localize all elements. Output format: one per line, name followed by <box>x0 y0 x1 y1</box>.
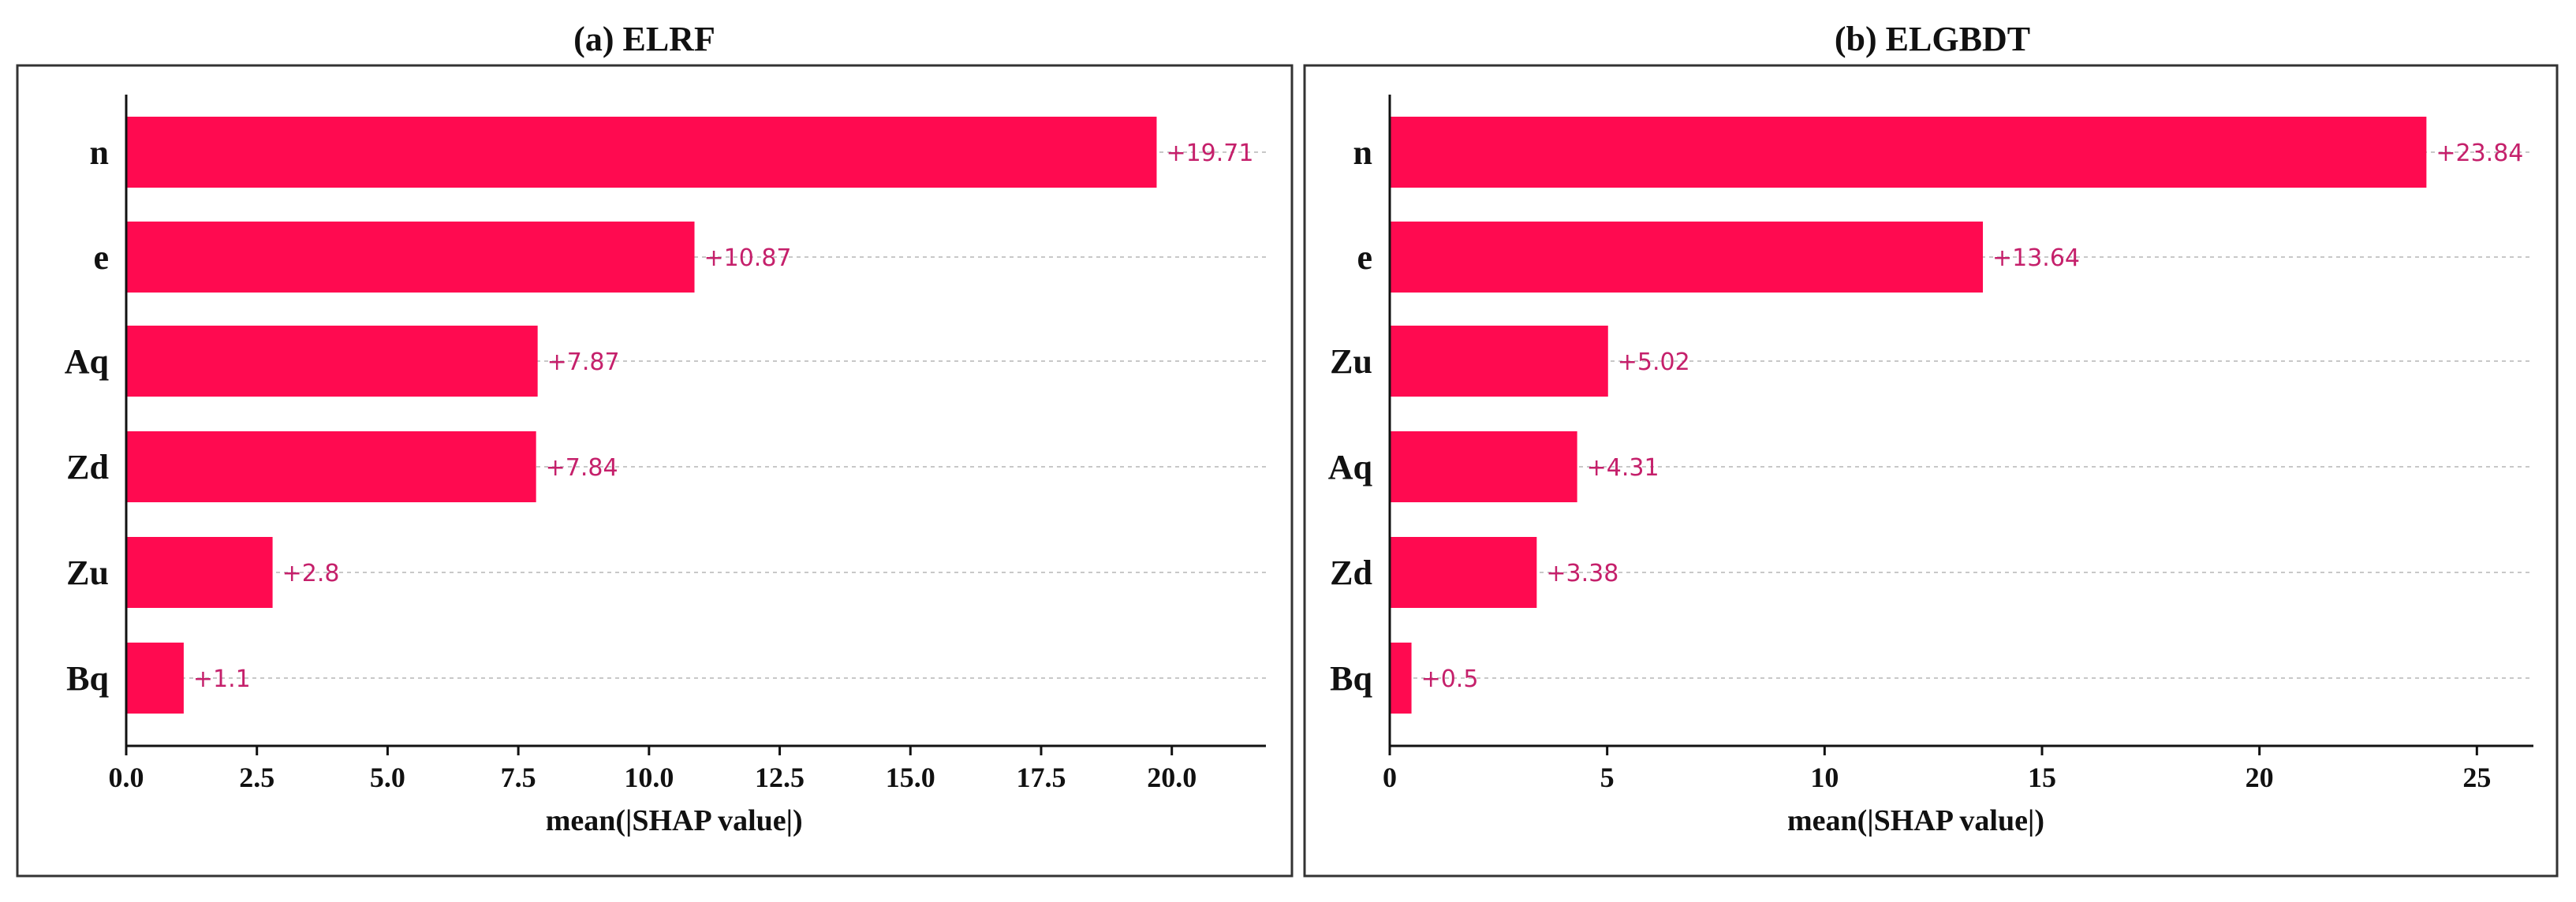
bar-Zd <box>126 431 536 502</box>
category-label: Zd <box>1330 554 1372 592</box>
category-label: Bq <box>66 659 109 698</box>
value-label: +4.31 <box>1587 454 1659 482</box>
panel-frame <box>16 64 1294 878</box>
x-tick-label: 15 <box>2028 762 2056 793</box>
chart-panel-0: (a) ELRF n +19.71 e +10.87 Aq +7.87 Zd +7.84 Zu +2… <box>16 20 1294 878</box>
x-tick-label: 5.0 <box>370 762 405 793</box>
bar-Aq <box>1390 431 1577 502</box>
value-label: +5.02 <box>1618 348 1690 376</box>
x-tick-label: 15.0 <box>886 762 935 793</box>
bar-Zu <box>126 537 273 608</box>
category-label: e <box>93 238 109 277</box>
value-label: +23.84 <box>2436 140 2523 167</box>
x-tick-label: 0.0 <box>109 762 144 793</box>
value-label: +2.8 <box>282 560 340 587</box>
value-label: +19.71 <box>1166 140 1253 167</box>
value-label: +13.64 <box>1992 244 2080 272</box>
value-label: +1.1 <box>193 665 251 693</box>
chart-panel-1: (b) ELGBDT n +23.84 e +13.64 Zu +5.02 Aq +4.31 Zd… <box>1303 20 2559 878</box>
value-label: +0.5 <box>1421 665 1479 693</box>
chart-title: (b) ELGBDT <box>1835 20 2030 58</box>
x-tick-label: 20 <box>2246 762 2274 793</box>
x-tick-label: 10.0 <box>624 762 674 793</box>
category-label: n <box>1353 133 1372 172</box>
bar-e <box>126 222 695 293</box>
value-label: +7.87 <box>547 348 620 376</box>
x-tick-label: 10 <box>1810 762 1839 793</box>
bar-Bq <box>126 643 184 714</box>
panel-frame <box>1303 64 2559 878</box>
bar-e <box>1390 222 1984 293</box>
value-label: +10.87 <box>704 244 792 272</box>
x-axis-label: mean(|SHAP value|) <box>1787 804 2044 837</box>
chart-title: (a) ELRF <box>573 20 715 58</box>
x-axis-label: mean(|SHAP value|) <box>546 804 803 837</box>
x-tick-label: 0 <box>1383 762 1397 793</box>
value-label: +7.84 <box>546 454 618 482</box>
x-tick-label: 2.5 <box>239 762 274 793</box>
category-label: Bq <box>1330 659 1372 698</box>
bar-n <box>1390 117 2427 188</box>
category-label: Aq <box>1328 448 1373 486</box>
bar-Zu <box>1390 326 1608 397</box>
bar-Zd <box>1390 537 1537 608</box>
x-tick-label: 20.0 <box>1147 762 1197 793</box>
x-tick-label: 25 <box>2462 762 2491 793</box>
category-label: Zd <box>66 448 109 486</box>
category-label: Zu <box>66 554 109 592</box>
category-label: e <box>1357 238 1372 277</box>
category-label: Zu <box>1330 342 1372 381</box>
category-label: n <box>90 133 109 172</box>
category-label: Aq <box>65 342 110 381</box>
x-tick-label: 12.5 <box>755 762 805 793</box>
x-tick-label: 7.5 <box>501 762 536 793</box>
bar-Bq <box>1390 643 1412 714</box>
bar-Aq <box>126 326 538 397</box>
bar-n <box>126 117 1157 188</box>
x-tick-label: 17.5 <box>1016 762 1066 793</box>
value-label: +3.38 <box>1546 560 1618 587</box>
x-tick-label: 5 <box>1600 762 1615 793</box>
